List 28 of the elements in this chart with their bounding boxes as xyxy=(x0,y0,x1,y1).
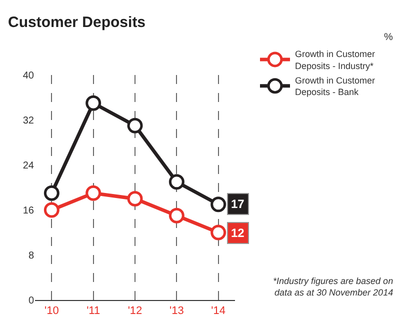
x-tick-label: '10 xyxy=(44,305,59,318)
point xyxy=(86,185,102,201)
y-tick-label: 40 xyxy=(22,70,34,82)
y-tick-label: 24 xyxy=(22,160,34,172)
data-label: 17 xyxy=(231,197,245,211)
x-tick-label: '14 xyxy=(211,305,226,318)
point xyxy=(86,95,102,111)
legend-label: Growth in Customer Deposits - Bank xyxy=(295,76,376,98)
y-tick-label: 0 xyxy=(28,296,34,306)
point xyxy=(127,118,143,134)
point xyxy=(168,208,184,224)
point xyxy=(168,174,184,190)
x-tick-label: '13 xyxy=(170,305,184,318)
x-tick-label: '11 xyxy=(86,305,100,318)
chart-title: Customer Deposits xyxy=(8,14,146,31)
y-tick-label: 16 xyxy=(22,206,34,216)
point xyxy=(44,185,60,201)
point xyxy=(210,196,226,212)
point xyxy=(210,224,226,240)
text: % xyxy=(384,32,393,43)
text: *Industry figures are based on data as at 30 November 2014 xyxy=(273,276,394,298)
legend-label: Growth in Customer Deposits - Industry* xyxy=(295,49,376,71)
point xyxy=(127,191,143,206)
x-tick-label: '12 xyxy=(128,305,142,318)
data-label: 12 xyxy=(231,226,245,240)
y-tick-label: 8 xyxy=(28,250,34,262)
y-tick-label: 32 xyxy=(22,116,34,126)
point xyxy=(44,202,60,218)
